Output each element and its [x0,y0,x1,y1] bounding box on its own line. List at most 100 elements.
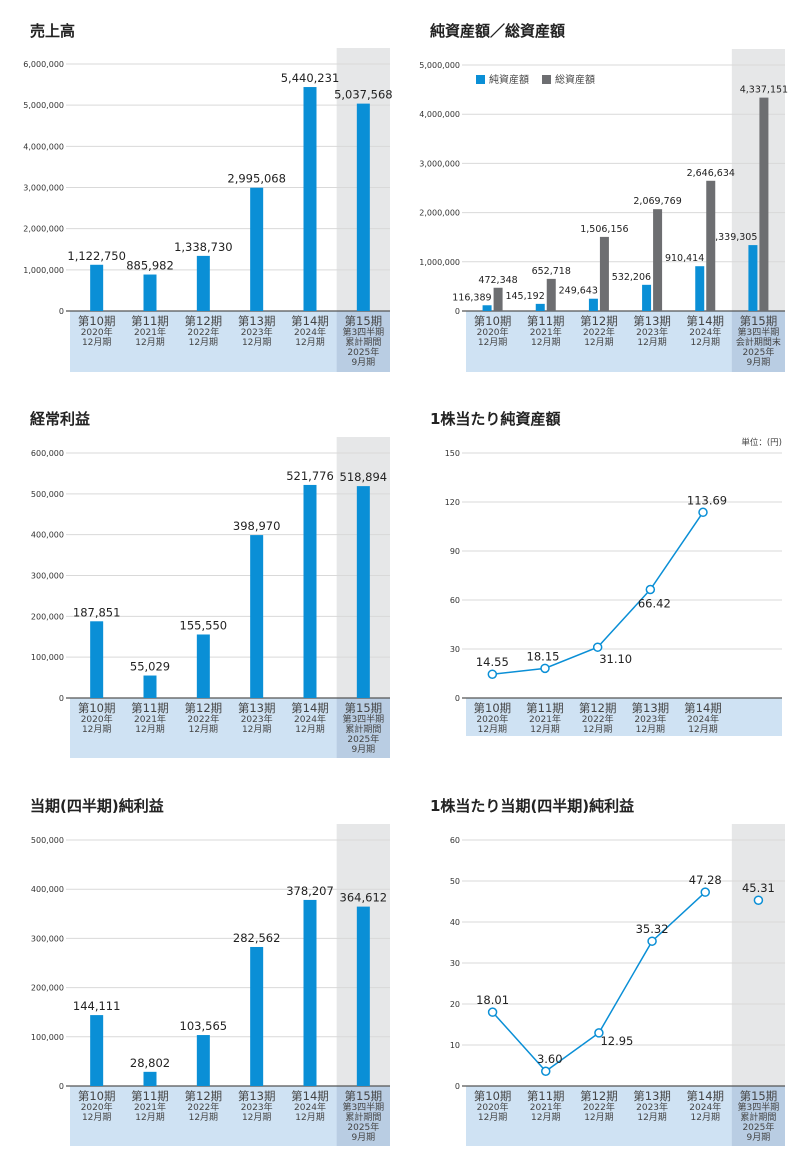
x-category-label: 12月期 [82,337,111,348]
bar [196,1035,210,1086]
data-label: 12.95 [600,1034,633,1048]
bar [250,187,264,311]
y-tick-label: 600,000 [31,449,64,458]
data-label: 249,643 [559,286,598,297]
x-category-label: 9月期 [747,357,771,368]
chart-6: 1株当たり当期(四半期)純利益単位：(円)0102030405060第10期20… [430,797,785,1146]
y-tick-label: 5,000,000 [419,61,460,70]
x-category-label: 12月期 [295,1112,324,1123]
chart-5: 当期(四半期)純利益単位：(千円)0100,000200,000300,0004… [30,797,390,1146]
y-tick-label: 40 [450,918,460,927]
bar [356,906,370,1086]
bar [143,1071,157,1086]
bar [143,274,157,311]
y-tick-label: 120 [445,498,460,507]
x-category-label: 第12期 [185,701,223,715]
data-label: 116,389 [452,292,491,303]
bar [250,535,264,698]
chart-title: 当期(四半期)純利益 [30,797,164,815]
x-category-label: 2024年 [294,713,326,725]
bar [759,97,769,311]
data-point [645,584,656,595]
x-category-label: 第12期 [185,1089,223,1103]
x-category-label: 第12期 [580,1089,618,1103]
x-category-label: 2021年 [134,326,166,338]
y-tick-label: 6,000,000 [23,60,64,69]
x-category-label: 第11期 [527,314,565,328]
x-category-label: 第10期 [78,1089,116,1103]
x-category-label: 12月期 [295,724,324,735]
y-tick-label: 10 [450,1041,460,1050]
x-category-label: 2020年 [81,713,113,725]
x-category-label: 第11期 [131,314,169,328]
x-category-label: 第10期 [474,314,512,328]
chart-title: 純資産額／総資産額 [430,22,565,40]
x-category-label: 第11期 [527,1089,565,1103]
x-category-label: 9月期 [351,744,375,755]
data-point [487,1007,498,1017]
chart-title: 経常利益 [30,410,90,428]
x-category-label: 12月期 [242,337,271,348]
bar [303,899,317,1086]
x-category-label: 累計期間 [345,723,381,735]
x-category-label: 2025年 [347,346,379,358]
x-category-label: 2024年 [687,713,719,725]
x-category-label: 第12期 [185,314,223,328]
y-tick-label: 60 [450,836,460,845]
x-category-label: 2022年 [187,326,219,338]
x-category-label: 2022年 [582,713,614,725]
legend-swatch [476,75,485,84]
data-label: 910,414 [665,253,704,264]
x-category-label: 2025年 [347,733,379,745]
x-category-label: 2021年 [134,713,166,725]
x-category-label: 2020年 [81,326,113,338]
x-category-label: 第11期 [131,701,169,715]
data-point [540,663,550,674]
bar [642,284,652,311]
x-category-label: 12月期 [242,724,271,735]
data-label: 2,069,769 [633,196,681,207]
data-label: 18.01 [476,993,509,1007]
bar [356,486,370,698]
data-label: 47.28 [689,873,722,887]
x-category-label: 2024年 [689,1101,721,1113]
chart-1: 売上高単位：(千円)01,000,0002,000,0003,000,0004,… [23,22,393,372]
data-point [700,887,710,897]
bar [748,245,758,311]
x-category-label: 第15期 [345,701,383,715]
y-tick-label: 30 [450,645,460,654]
x-category-label: 第3四半期 [738,326,780,338]
data-label: 472,348 [478,275,517,286]
bar [90,264,104,311]
x-category-label: 12月期 [478,1112,507,1123]
legend-swatch [542,75,551,84]
x-category-label: 9月期 [351,357,375,368]
data-label: 4,337,151 [740,85,788,96]
data-label: 35.32 [636,922,669,936]
x-category-label: 第3四半期 [342,326,384,338]
data-label: 155,550 [180,618,228,632]
data-label: 145,192 [505,291,544,302]
x-category-label: 第13期 [633,1089,671,1103]
data-label: 378,207 [286,884,334,898]
x-category-label: 2023年 [241,1101,273,1113]
category-band-highlight [336,311,390,372]
data-label: 1,338,730 [174,240,233,254]
data-label: 2,646,634 [687,168,735,179]
y-tick-label: 4,000,000 [419,110,460,119]
bar [653,209,663,311]
chart-3: 経常利益単位：(千円)0100,000200,000300,000400,000… [30,410,390,758]
data-label: 103,565 [180,1019,228,1033]
data-label: 14.55 [476,655,509,669]
x-category-label: 第3四半期 [342,1101,384,1113]
x-category-label: 第13期 [238,314,276,328]
y-tick-label: 30 [450,959,460,968]
data-label: 3.60 [537,1052,563,1066]
x-category-label: 12月期 [242,1112,271,1123]
bar [303,87,317,311]
x-category-label: 第13期 [238,701,276,715]
y-tick-label: 200,000 [31,984,64,993]
data-label: 5,037,568 [334,88,393,102]
chart-4: 1株当たり純資産額単位：(円)0306090120150第10期2020年12月… [430,410,782,736]
x-category-label: 12月期 [189,724,218,735]
